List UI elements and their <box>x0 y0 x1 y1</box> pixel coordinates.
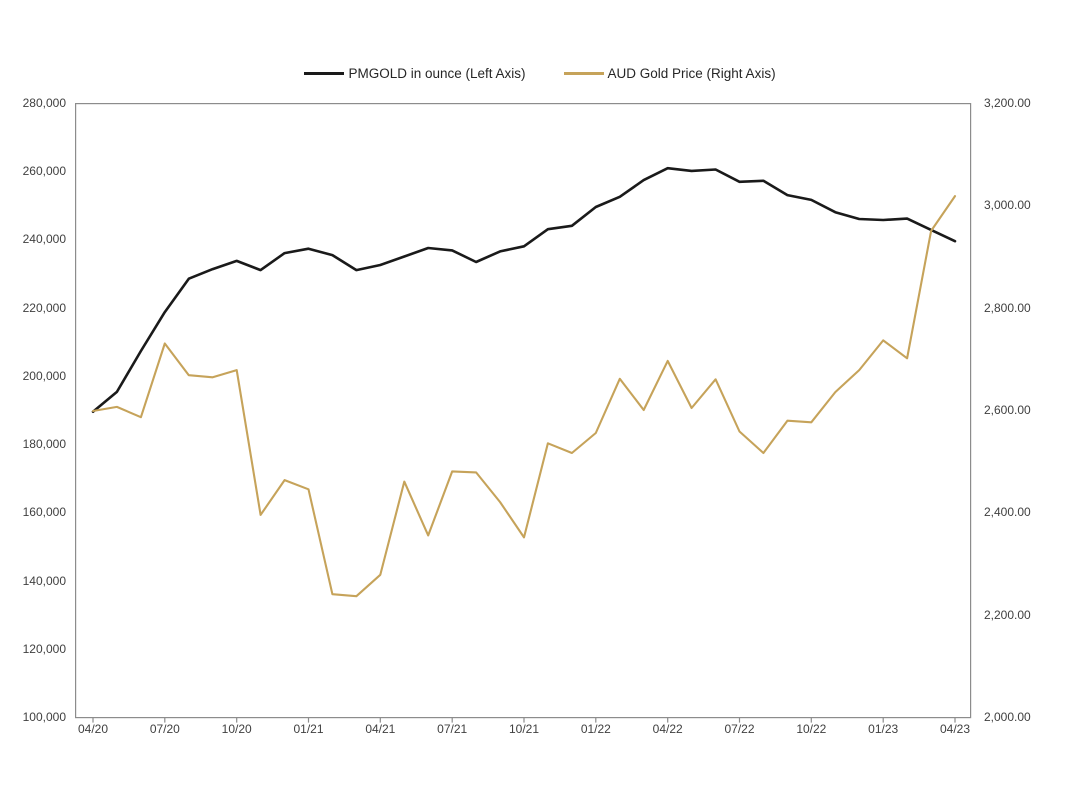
left-axis-tick-label: 120,000 <box>22 641 66 656</box>
plot-border <box>75 103 972 719</box>
pmgold-line-swatch <box>304 72 345 75</box>
right-axis-tick-label: 2,600.00 <box>984 403 1031 417</box>
right-axis-tick-label: 3,200.00 <box>984 96 1031 110</box>
aud-gold-line-swatch <box>563 72 604 75</box>
left-axis-tick-label: 220,000 <box>22 300 66 315</box>
x-axis-tick-label: 04/21 <box>365 722 396 736</box>
series-line-pmgold <box>91 166 957 414</box>
left-axis-tick-label: 280,000 <box>22 96 66 110</box>
legend-label-pmgold: PMGOLD in ounce (Left Axis) <box>348 66 526 81</box>
left-axis-tick-label: 260,000 <box>22 164 66 179</box>
x-axis-tick-label: 10/22 <box>796 722 827 736</box>
x-axis-tick-label: 10/21 <box>508 722 540 736</box>
x-axis-tick-label: 04/23 <box>939 722 971 736</box>
right-axis-tick-label: 2,400.00 <box>984 505 1031 520</box>
x-axis-tick-label: 07/20 <box>149 722 180 736</box>
legend-item-aud-gold: AUD Gold Price (Right Axis) <box>563 66 776 81</box>
x-axis-tick-label: 04/20 <box>77 722 109 736</box>
left-axis-tick-label: 200,000 <box>22 368 66 383</box>
left-axis-tick-label: 160,000 <box>22 505 66 520</box>
left-axis-tick-label: 100,000 <box>22 710 66 724</box>
x-axis-tick-label: 07/22 <box>724 722 755 736</box>
right-axis-tick-label: 2,200.00 <box>984 607 1031 622</box>
legend-item-pmgold: PMGOLD in ounce (Left Axis) <box>304 66 526 81</box>
x-axis-tick-label: 04/22 <box>652 722 683 736</box>
legend-label-aud-gold: AUD Gold Price (Right Axis) <box>607 66 776 81</box>
right-axis-tick-label: 3,000.00 <box>984 198 1031 213</box>
x-axis-tick-label: 07/21 <box>437 722 468 736</box>
x-axis-tick-label: 01/21 <box>293 722 324 736</box>
right-axis-tick-label: 2,800.00 <box>984 300 1031 315</box>
right-axis-tick-label: 2,000.00 <box>984 710 1031 724</box>
series-line-aud-gold <box>91 195 957 598</box>
chart-legend: PMGOLD in ounce (Left Axis) AUD Gold Pri… <box>0 66 1080 81</box>
left-axis-tick-label: 140,000 <box>22 573 66 588</box>
x-axis-tick-label: 01/23 <box>868 722 899 736</box>
left-axis-tick-label: 180,000 <box>22 437 66 452</box>
x-axis-tick-label: 01/22 <box>580 722 611 736</box>
left-axis-tick-label: 240,000 <box>22 232 66 247</box>
x-axis-tick-label: 10/20 <box>221 722 252 736</box>
plot-area <box>75 103 972 723</box>
